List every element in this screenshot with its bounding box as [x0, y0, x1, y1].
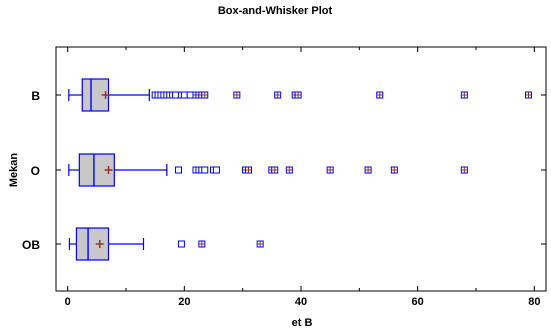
outlier-point — [212, 166, 220, 174]
x-tick-label: 40 — [295, 296, 307, 308]
box-group-ob — [68, 227, 264, 261]
outlier-point — [172, 91, 180, 99]
x-tick-label: 60 — [412, 296, 424, 308]
x-tick-label: 0 — [65, 296, 71, 308]
x-axis-label: et B — [292, 317, 313, 329]
outlier-point — [175, 166, 182, 174]
category-labels: B O OB — [22, 89, 40, 252]
outlier-point — [180, 91, 188, 99]
outlier-point — [177, 240, 185, 248]
y-axis-ticks — [56, 94, 546, 245]
x-tick-label: 80 — [528, 296, 540, 308]
category-label-b: B — [31, 89, 40, 103]
plot-area-frame — [55, 46, 547, 292]
category-label-ob: OB — [22, 238, 40, 252]
box-group-o — [68, 153, 468, 187]
chart-title: Box-and-Whisker Plot — [218, 5, 333, 17]
box-group-b — [68, 78, 532, 112]
box-plot-marks — [68, 78, 532, 261]
iqr-box — [75, 227, 110, 261]
outlier-point — [201, 166, 209, 174]
category-label-o: O — [31, 164, 40, 178]
y-axis-label: Mekan — [8, 153, 20, 188]
x-tick-label: 20 — [178, 296, 190, 308]
outlier-point — [186, 91, 194, 99]
x-axis-ticks: 0 20 40 60 80 — [65, 47, 540, 308]
